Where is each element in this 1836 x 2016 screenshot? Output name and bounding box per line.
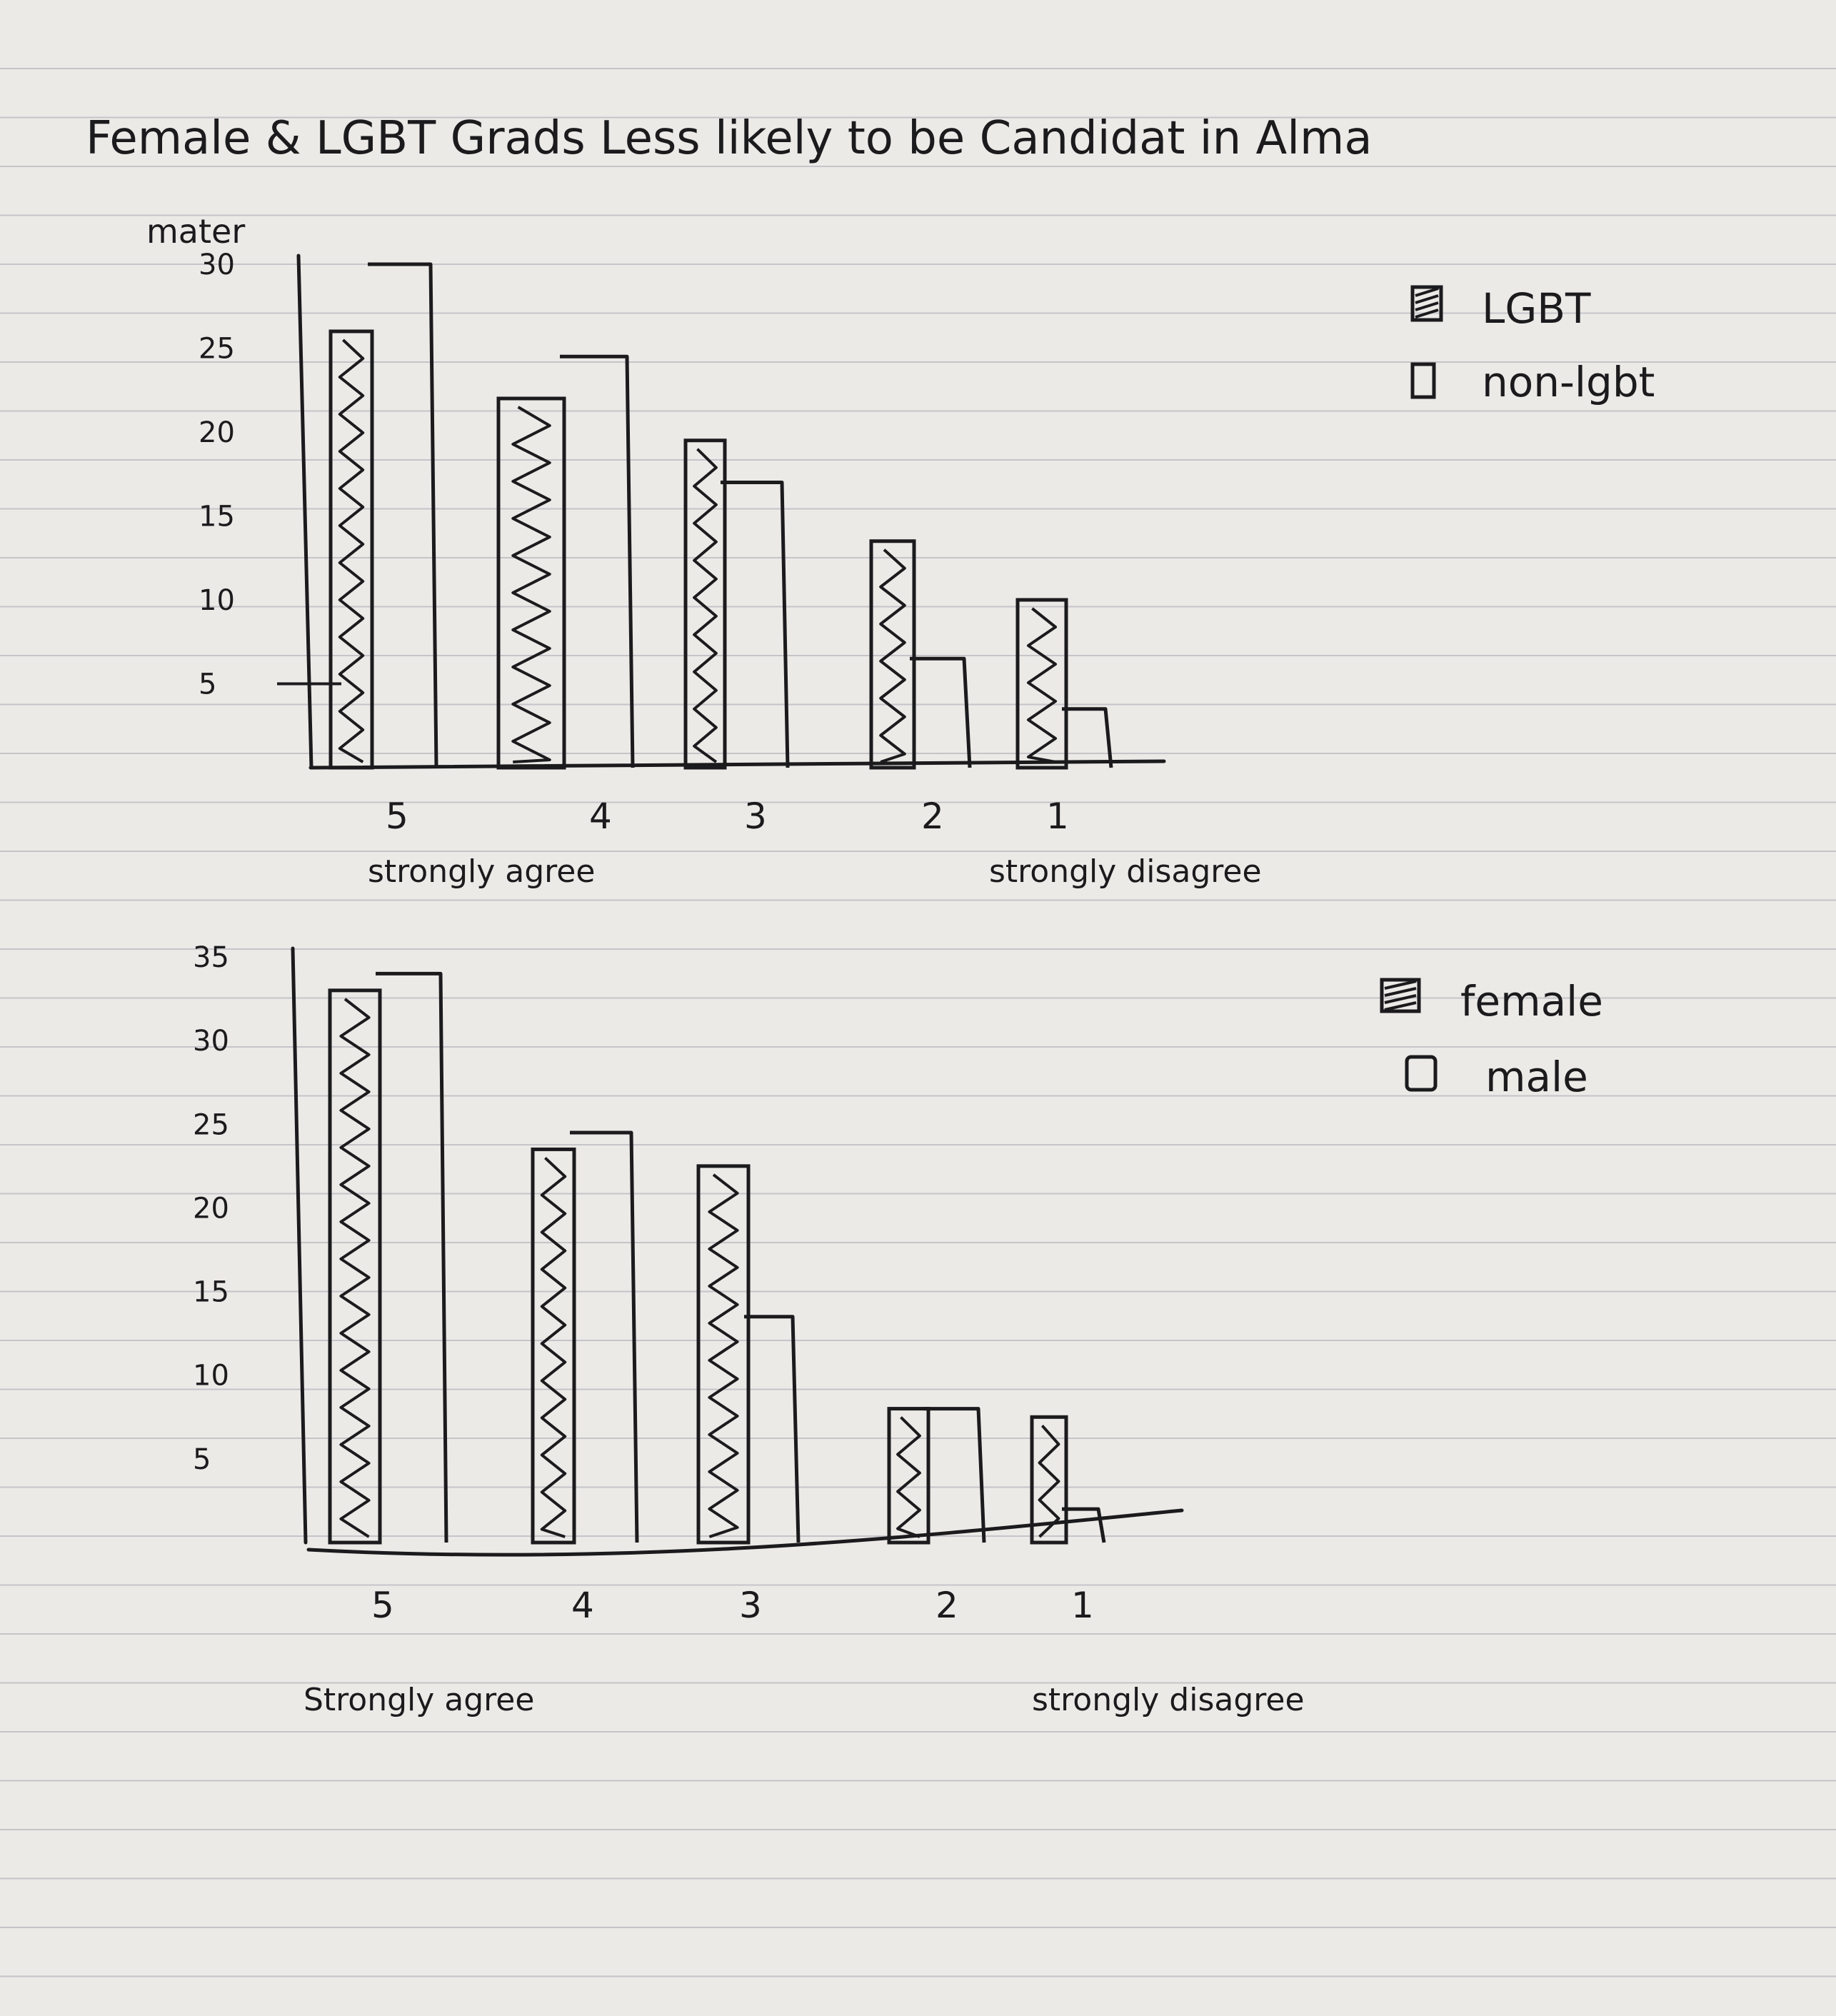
bar-hatch xyxy=(896,1416,921,1538)
chart-gender: 35 30 25 20 15 10 5 5 4 3 2 1 Strongly agree stron… xyxy=(193,941,1603,1718)
bar-hatch xyxy=(693,448,718,763)
bar-LGBT-1 xyxy=(1015,598,1068,770)
legend-female-hatch xyxy=(1384,980,1417,990)
legend-label-male: male xyxy=(1485,1053,1588,1101)
legend-lgbt-hatch xyxy=(1415,294,1439,304)
chart-lgbt: mater 30 25 20 15 10 5 5 4 3 2 1 strongly agree s… xyxy=(146,212,1655,890)
chart2-x-ticks: 5 4 3 2 1 xyxy=(371,1585,1094,1626)
x-tick-label: 5 xyxy=(386,796,408,837)
bar-female-3 xyxy=(696,1164,751,1545)
y-tick-label: 5 xyxy=(199,668,216,701)
legend-swatch-non-lgbt xyxy=(1410,362,1436,399)
chart1-y-ticks: 30 25 20 15 10 5 xyxy=(199,249,235,701)
bar-hatch xyxy=(879,548,906,763)
bar-female-5 xyxy=(328,988,382,1545)
legend-label-lgbt: LGBT xyxy=(1482,284,1591,333)
chart1-ylabel: mater xyxy=(146,212,245,251)
bar-female-2 xyxy=(887,1407,930,1545)
bar-non-lgbt-4 xyxy=(560,354,635,768)
y-axis-line xyxy=(291,946,308,1545)
chart1-legend: LGBT non-lgbt xyxy=(1410,284,1655,406)
bar-hatch xyxy=(1038,1424,1060,1538)
x-tick-label: 4 xyxy=(589,796,612,837)
legend-swatch-lgbt xyxy=(1410,285,1443,322)
bar-male-5 xyxy=(376,971,448,1543)
y-tick-label: 5 xyxy=(193,1443,211,1476)
x-tick-label: 5 xyxy=(371,1585,394,1626)
y-tick-label: 15 xyxy=(199,501,235,533)
legend-female-hatch xyxy=(1384,1001,1417,1011)
chart2-legend: female male xyxy=(1380,977,1603,1101)
x-axis-line xyxy=(308,759,1166,770)
x-tick-label: 2 xyxy=(921,796,944,837)
legend-swatch-female xyxy=(1380,978,1421,1013)
legend-swatch-male xyxy=(1405,1055,1438,1092)
chart2-y-ticks: 35 30 25 20 15 10 5 xyxy=(193,941,229,1476)
bar-non-lgbt-2 xyxy=(910,656,972,768)
legend-female-frame xyxy=(1380,978,1421,1013)
bar-non-lgbt-5 xyxy=(368,262,438,768)
y-tick-label: 35 xyxy=(193,941,229,974)
ruled-lines xyxy=(0,68,1836,1977)
x-tick-label: 1 xyxy=(1046,796,1069,837)
x-tick-label: 3 xyxy=(744,796,767,837)
chart1-note-strongly-disagree: strongly disagree xyxy=(989,853,1262,890)
bar-male-2 xyxy=(924,1407,986,1543)
chart2-note-strongly-disagree: strongly disagree xyxy=(1032,1682,1305,1718)
bar-male-3 xyxy=(744,1315,801,1543)
bar-LGBT-3 xyxy=(683,438,727,770)
bar-male-1 xyxy=(1062,1507,1106,1543)
bar-LGBT-5 xyxy=(328,329,374,770)
bar-male-4 xyxy=(570,1130,639,1543)
legend-label-female: female xyxy=(1460,977,1603,1025)
bar-LGBT-4 xyxy=(496,396,566,770)
chart1-note-strongly-agree: strongly agree xyxy=(368,853,595,890)
bar-hatch xyxy=(511,406,551,763)
bar-hatch xyxy=(338,338,365,763)
bar-hatch xyxy=(708,1173,739,1538)
y-tick-label: 25 xyxy=(193,1108,229,1141)
y-tick-label: 20 xyxy=(193,1192,229,1225)
legend-female-hatch xyxy=(1384,994,1417,1004)
legend-female-hatch xyxy=(1384,987,1417,997)
legend-lgbt-hatch xyxy=(1415,287,1439,297)
bar-female-4 xyxy=(531,1147,576,1545)
chart2-note-strongly-agree: Strongly agree xyxy=(304,1682,534,1718)
x-tick-label: 1 xyxy=(1071,1585,1094,1626)
legend-lgbt-hatch xyxy=(1415,301,1439,311)
legend-lgbt-frame xyxy=(1410,285,1443,322)
x-tick-label: 2 xyxy=(935,1585,958,1626)
x-tick-label: 3 xyxy=(739,1585,762,1626)
y-tick-label: 15 xyxy=(193,1276,229,1309)
bar-hatch xyxy=(339,998,371,1538)
bar-non-lgbt-3 xyxy=(721,481,790,768)
legend-label-non-lgbt: non-lgbt xyxy=(1482,358,1655,406)
y-tick-label: 30 xyxy=(199,249,235,281)
page-title: Female & LGBT Grads Less likely to be Ca… xyxy=(86,112,1373,165)
chart1-bars xyxy=(328,262,1113,770)
y-tick-label: 20 xyxy=(199,416,235,449)
y-tick-label: 25 xyxy=(199,333,235,366)
bar-female-1 xyxy=(1030,1415,1068,1545)
bar-hatch xyxy=(540,1156,567,1538)
bar-hatch xyxy=(1026,607,1058,763)
y-tick-label: 10 xyxy=(193,1360,229,1393)
chart2-bars xyxy=(328,971,1106,1545)
legend-lgbt-hatch xyxy=(1415,309,1439,319)
bar-non-lgbt-1 xyxy=(1062,707,1113,768)
y-tick-label: 10 xyxy=(199,584,235,617)
x-tick-label: 4 xyxy=(571,1585,594,1626)
chart1-x-ticks: 5 4 3 2 1 xyxy=(386,796,1069,837)
y-tick-label: 30 xyxy=(193,1025,229,1058)
bar-LGBT-2 xyxy=(869,539,916,770)
